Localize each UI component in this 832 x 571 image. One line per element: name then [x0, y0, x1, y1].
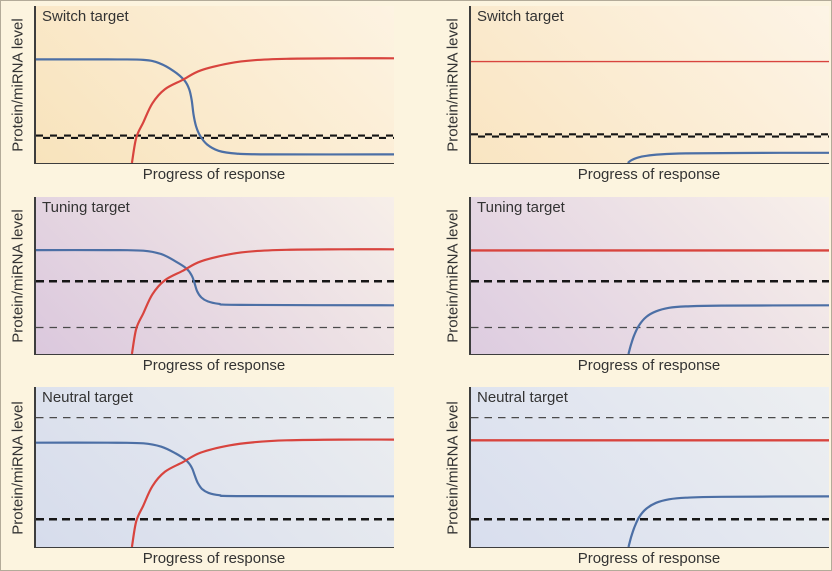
panel-canvas — [471, 249, 829, 354]
y-axis-label: Protein/miRNA level — [444, 400, 461, 535]
x-axis-label: Progress of response — [577, 357, 721, 374]
y-axis-label: Protein/miRNA level — [9, 400, 26, 535]
y-axis-label-column: Protein/miRNA level — [1, 197, 34, 355]
panel-title: Switch target — [42, 8, 129, 25]
blue-curve — [36, 441, 394, 498]
y-axis-label-column: Protein/miRNA level — [436, 387, 469, 548]
blue-curve — [36, 248, 394, 307]
y-axis-label-column: Protein/miRNA level — [436, 6, 469, 164]
panel-canvas — [36, 248, 394, 354]
panel-title: Switch target — [477, 8, 564, 25]
y-axis-label: Protein/miRNA level — [9, 209, 26, 343]
x-axis-label: Progress of response — [577, 550, 721, 567]
y-axis-label: Protein/miRNA level — [9, 18, 26, 152]
panel-cell-tuning-left: Protein/miRNA level Tuning target Progre… — [1, 192, 416, 382]
x-axis-label: Progress of response — [142, 166, 286, 183]
panel-title: Neutral target — [477, 389, 568, 406]
panel-title: Neutral target — [42, 389, 133, 406]
y-axis-label-column: Protein/miRNA level — [1, 6, 34, 164]
blue-curve — [36, 58, 394, 156]
panel-cell-tuning-right: Protein/miRNA level Tuning target Progre… — [416, 192, 831, 382]
y-axis-label-column: Protein/miRNA level — [1, 387, 34, 548]
panel-cell-neutral-right: Protein/miRNA level Neutral target Progr… — [416, 382, 831, 570]
plot-area-switch-right: Switch target — [469, 6, 829, 164]
plot-area-neutral-left: Neutral target — [34, 387, 394, 548]
plot-area-switch-left: Switch target — [34, 6, 394, 164]
plot-area-neutral-right: Neutral target — [469, 387, 829, 548]
y-axis-label: Protein/miRNA level — [444, 18, 461, 152]
blue-curve — [627, 304, 829, 354]
panel-cell-switch-left: Protein/miRNA level Switch target Progre… — [1, 1, 416, 192]
panel-canvas — [471, 416, 829, 547]
panel-cell-switch-right: Protein/miRNA level Switch target Progre… — [416, 1, 831, 192]
panel-cell-neutral-left: Protein/miRNA level Neutral target Progr… — [1, 382, 416, 570]
y-axis-label: Protein/miRNA level — [444, 209, 461, 343]
red-curve — [130, 57, 394, 163]
blue-curve — [627, 495, 829, 547]
panel-canvas — [36, 57, 394, 163]
x-axis-label: Progress of response — [142, 550, 286, 567]
panel-title: Tuning target — [477, 199, 565, 216]
x-axis-label: Progress of response — [577, 166, 721, 183]
panel-canvas — [471, 60, 829, 163]
y-axis-label-column: Protein/miRNA level — [436, 197, 469, 355]
red-curve — [130, 248, 394, 354]
plot-area-tuning-left: Tuning target — [34, 197, 394, 355]
red-curve — [130, 438, 394, 547]
plot-area-tuning-right: Tuning target — [469, 197, 829, 355]
panel-title: Tuning target — [42, 199, 130, 216]
panel-canvas — [36, 416, 394, 547]
blue-curve — [627, 151, 829, 163]
x-axis-label: Progress of response — [142, 357, 286, 374]
